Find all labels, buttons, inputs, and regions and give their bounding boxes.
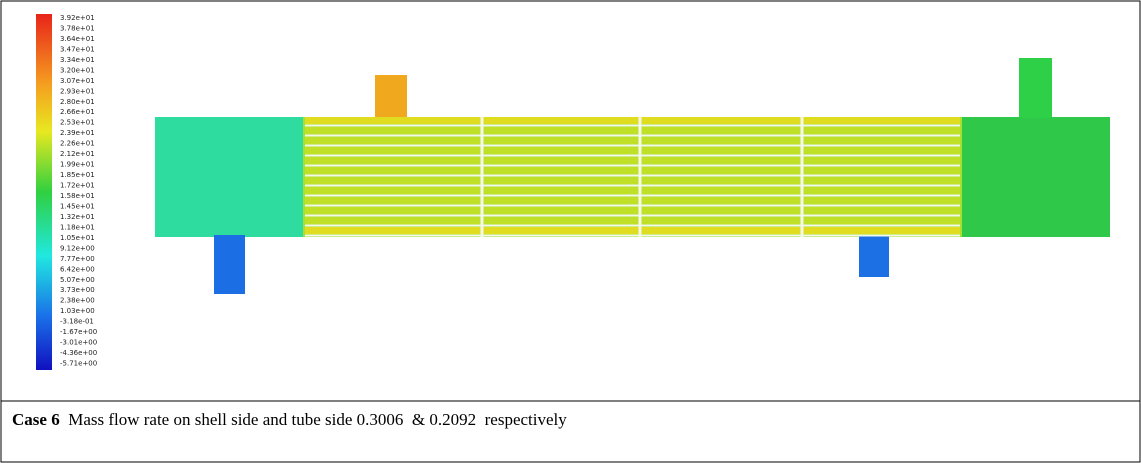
colorbar-label: 3.07e+01: [60, 77, 95, 85]
tube-wall: [305, 187, 960, 194]
colorbar-label: 5.07e+00: [60, 276, 95, 284]
colorbar-label: 2.12e+01: [60, 150, 95, 158]
colorbar-label: 1.72e+01: [60, 182, 95, 190]
contour: [155, 58, 1110, 294]
caption-label: Case 6: [12, 410, 60, 429]
tube-wall: [305, 177, 960, 184]
colorbar-label: -3.18e-01: [60, 318, 94, 326]
colorbar-label: 6.42e+00: [60, 265, 95, 273]
caption-text: Mass flow rate on shell side and tube si…: [68, 410, 567, 429]
colorbar-label: 2.53e+01: [60, 119, 95, 127]
tube-wall: [305, 207, 960, 214]
colorbar-label: 3.92e+01: [60, 14, 95, 22]
tube-wall: [305, 217, 960, 224]
tube-wall: [305, 137, 960, 144]
colorbar-label: 2.93e+01: [60, 87, 95, 95]
colorbar-label: 2.26e+01: [60, 140, 95, 148]
colorbar-label: -4.36e+00: [60, 349, 97, 357]
left-nozzle: [214, 235, 245, 294]
tube-wall: [305, 147, 960, 154]
colorbar-label: 3.20e+01: [60, 66, 95, 74]
right-header: [962, 117, 1110, 237]
tube-wall: [305, 227, 960, 234]
right-top-nozzle: [1019, 58, 1052, 118]
colorbar-label: 2.66e+01: [60, 108, 95, 116]
tube-wall: [305, 167, 960, 174]
colorbar-label: 3.78e+01: [60, 24, 95, 32]
colorbar-label: 1.85e+01: [60, 171, 95, 179]
colorbar-label: 2.39e+01: [60, 129, 95, 137]
colorbar-label: 1.32e+01: [60, 213, 95, 221]
colorbar-label: 1.99e+01: [60, 161, 95, 169]
colorbar-label: 2.80e+01: [60, 98, 95, 106]
caption: Case 6 Mass flow rate on shell side and …: [2, 404, 1138, 444]
page: 3.92e+01 3.78e+01 3.64e+01 3.47e+01 3.34e+01…: [0, 0, 1141, 463]
colorbar-label: 3.64e+01: [60, 35, 95, 43]
colorbar-label: -1.67e+00: [60, 328, 97, 336]
colorbar-label: 2.38e+00: [60, 297, 95, 305]
left-header: [155, 117, 304, 237]
colorbar-label: -3.01e+00: [60, 339, 97, 347]
colorbar-label: 3.47e+01: [60, 45, 95, 53]
colorbar-label: 1.03e+00: [60, 307, 95, 315]
tube-wall: [305, 117, 960, 124]
figure: 3.92e+01 3.78e+01 3.64e+01 3.47e+01 3.34e+01…: [0, 0, 1141, 463]
colorbar-label: -5.71e+00: [60, 360, 97, 368]
colorbar-label: 1.05e+01: [60, 234, 95, 242]
colorbar-label: 1.18e+01: [60, 223, 95, 231]
right-nozzle: [859, 235, 889, 277]
colorbar-label: 1.45e+01: [60, 202, 95, 210]
colorbar-label: 9.12e+00: [60, 244, 95, 252]
colorbar-label: 3.34e+01: [60, 56, 95, 64]
colorbar-label: 7.77e+00: [60, 255, 95, 263]
colorbar: [36, 14, 52, 370]
colorbar-label: 1.58e+01: [60, 192, 95, 200]
colorbar-label: 3.73e+00: [60, 286, 95, 294]
tube-wall: [305, 157, 960, 164]
tube-wall: [305, 127, 960, 134]
tube-wall: [305, 197, 960, 204]
stripes: [305, 117, 960, 237]
